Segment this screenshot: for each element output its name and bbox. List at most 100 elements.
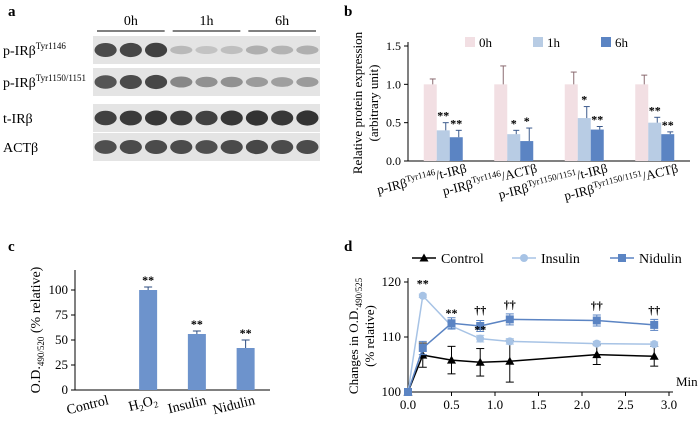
- y-tick-label: 120: [382, 274, 402, 289]
- blot-band: [144, 110, 168, 126]
- significance-mark: ††: [591, 299, 603, 313]
- blot-band: [170, 110, 193, 126]
- data-point-control: [592, 350, 602, 359]
- significance-mark: *: [511, 116, 517, 130]
- legend-label-0h: 0h: [479, 35, 493, 50]
- legend-label-1h: 1h: [547, 35, 561, 50]
- significance-mark: ††: [474, 303, 486, 317]
- legend-marker-control: [419, 253, 429, 262]
- bar-6h: [449, 137, 463, 161]
- significance-mark: **: [417, 277, 429, 291]
- y-axis-label-unit: (% relative): [362, 305, 377, 367]
- y-tick-label: 75: [55, 307, 68, 322]
- blot-band: [195, 140, 218, 154]
- bar-1h: [507, 134, 521, 161]
- legend-swatch-6h: [601, 37, 611, 47]
- data-point-insulin: [505, 337, 514, 346]
- blot-band: [94, 75, 117, 89]
- significance-mark: **: [142, 273, 154, 287]
- significance-mark: **: [446, 306, 458, 320]
- y-axis-label-unit: (arbitrary unit): [366, 65, 381, 142]
- data-point-insulin: [418, 291, 427, 300]
- bar-0h: [635, 84, 649, 161]
- blot-band: [245, 45, 269, 55]
- bar-0h: [423, 84, 437, 161]
- blot-band: [296, 140, 319, 154]
- blot-band: [119, 110, 142, 126]
- x-category-label: Control: [65, 393, 110, 418]
- x-tick-label: 3.0: [661, 397, 677, 412]
- x-tick-label: 0.0: [400, 397, 416, 412]
- significance-mark: ††: [504, 297, 516, 311]
- blot-band: [245, 139, 269, 155]
- significance-mark: **: [240, 326, 252, 340]
- time-label-0h: 0h: [124, 14, 138, 29]
- significance-mark: **: [191, 317, 203, 331]
- x-tick-label: 0.5: [443, 397, 459, 412]
- x-tick-label: 1.5: [530, 397, 546, 412]
- y-tick-label: 25: [55, 357, 68, 372]
- blot-row-label: p-IRβTyr1146: [3, 41, 66, 59]
- y-tick-label: 1.0: [386, 77, 401, 91]
- blot-band: [271, 140, 294, 154]
- blot-band: [94, 110, 117, 126]
- blot-band: [144, 140, 168, 154]
- blot-band: [119, 140, 142, 154]
- bar-chart-od-490-520: O.D.490/520 (% relative) 0 25 50 75 100 Contro…: [29, 266, 270, 418]
- data-point-insulin: [592, 339, 601, 348]
- blot-band: [94, 43, 117, 57]
- x-category-label: Insulin: [166, 393, 207, 417]
- blot-band: [220, 140, 243, 154]
- data-point-nidulin: [650, 320, 659, 329]
- blot-band: [296, 77, 319, 87]
- western-blot-panel: 0h 1h 6h p-IRβTyr1146 p-IRβTyr1150/1151 t-IRβ…: [3, 14, 320, 161]
- significance-mark: **: [591, 113, 603, 127]
- bar: [236, 348, 255, 390]
- series-line-control: [407, 353, 655, 393]
- y-axis-label: O.D.490/520 (% relative): [29, 266, 46, 393]
- data-point-nidulin: [418, 344, 427, 352]
- x-tick-label: 2.5: [617, 397, 633, 412]
- blot-band: [271, 110, 294, 126]
- blot-band: [94, 140, 117, 154]
- y-axis-label: Changes in O.D.490/525: [346, 277, 364, 394]
- bar-chart-protein-expression: Relative protein expression (arbitrary un…: [350, 31, 690, 203]
- significance-mark: **: [437, 109, 449, 123]
- blot-band: [195, 76, 218, 88]
- significance-mark: *: [524, 114, 530, 128]
- y-axis-label: Relative protein expression: [350, 31, 365, 174]
- data-point-insulin: [476, 334, 485, 343]
- data-point-insulin: [650, 340, 659, 349]
- blot-band: [170, 76, 193, 88]
- data-point-control: [649, 351, 659, 360]
- bar-1h: [648, 122, 662, 161]
- y-tick-label: 100: [49, 282, 69, 297]
- panel-label-b: b: [344, 4, 352, 20]
- bar-6h: [661, 134, 675, 161]
- blot-band: [170, 45, 193, 55]
- x-axis-label: Min: [676, 374, 698, 389]
- legend-marker-insulin: [520, 254, 528, 262]
- significance-mark: **: [450, 116, 462, 130]
- legend-marker-nidulin: [618, 254, 626, 262]
- blot-band: [144, 42, 168, 58]
- data-point-nidulin: [476, 322, 485, 330]
- data-point-nidulin: [447, 319, 456, 328]
- significance-mark: ††: [648, 303, 660, 317]
- data-point-control: [505, 356, 515, 365]
- legend-swatch-1h: [533, 37, 543, 47]
- legend-label-6h: 6h: [615, 35, 629, 50]
- significance-mark: **: [649, 103, 661, 117]
- bar-1h: [577, 118, 591, 161]
- blot-band: [195, 46, 218, 54]
- data-point-nidulin: [592, 316, 601, 325]
- x-tick-label: 2.0: [574, 397, 590, 412]
- legend-label-insulin: Insulin: [541, 252, 580, 267]
- blot-row-label: t-IRβ: [3, 112, 33, 127]
- y-tick-label: 1.5: [386, 39, 401, 53]
- blot-band: [119, 42, 142, 58]
- x-category-label: p-IRβTyr1146/t-IRβ: [375, 159, 468, 197]
- data-point-nidulin: [505, 315, 514, 324]
- time-label-6h: 6h: [275, 14, 289, 29]
- panel-label-a: a: [8, 4, 16, 20]
